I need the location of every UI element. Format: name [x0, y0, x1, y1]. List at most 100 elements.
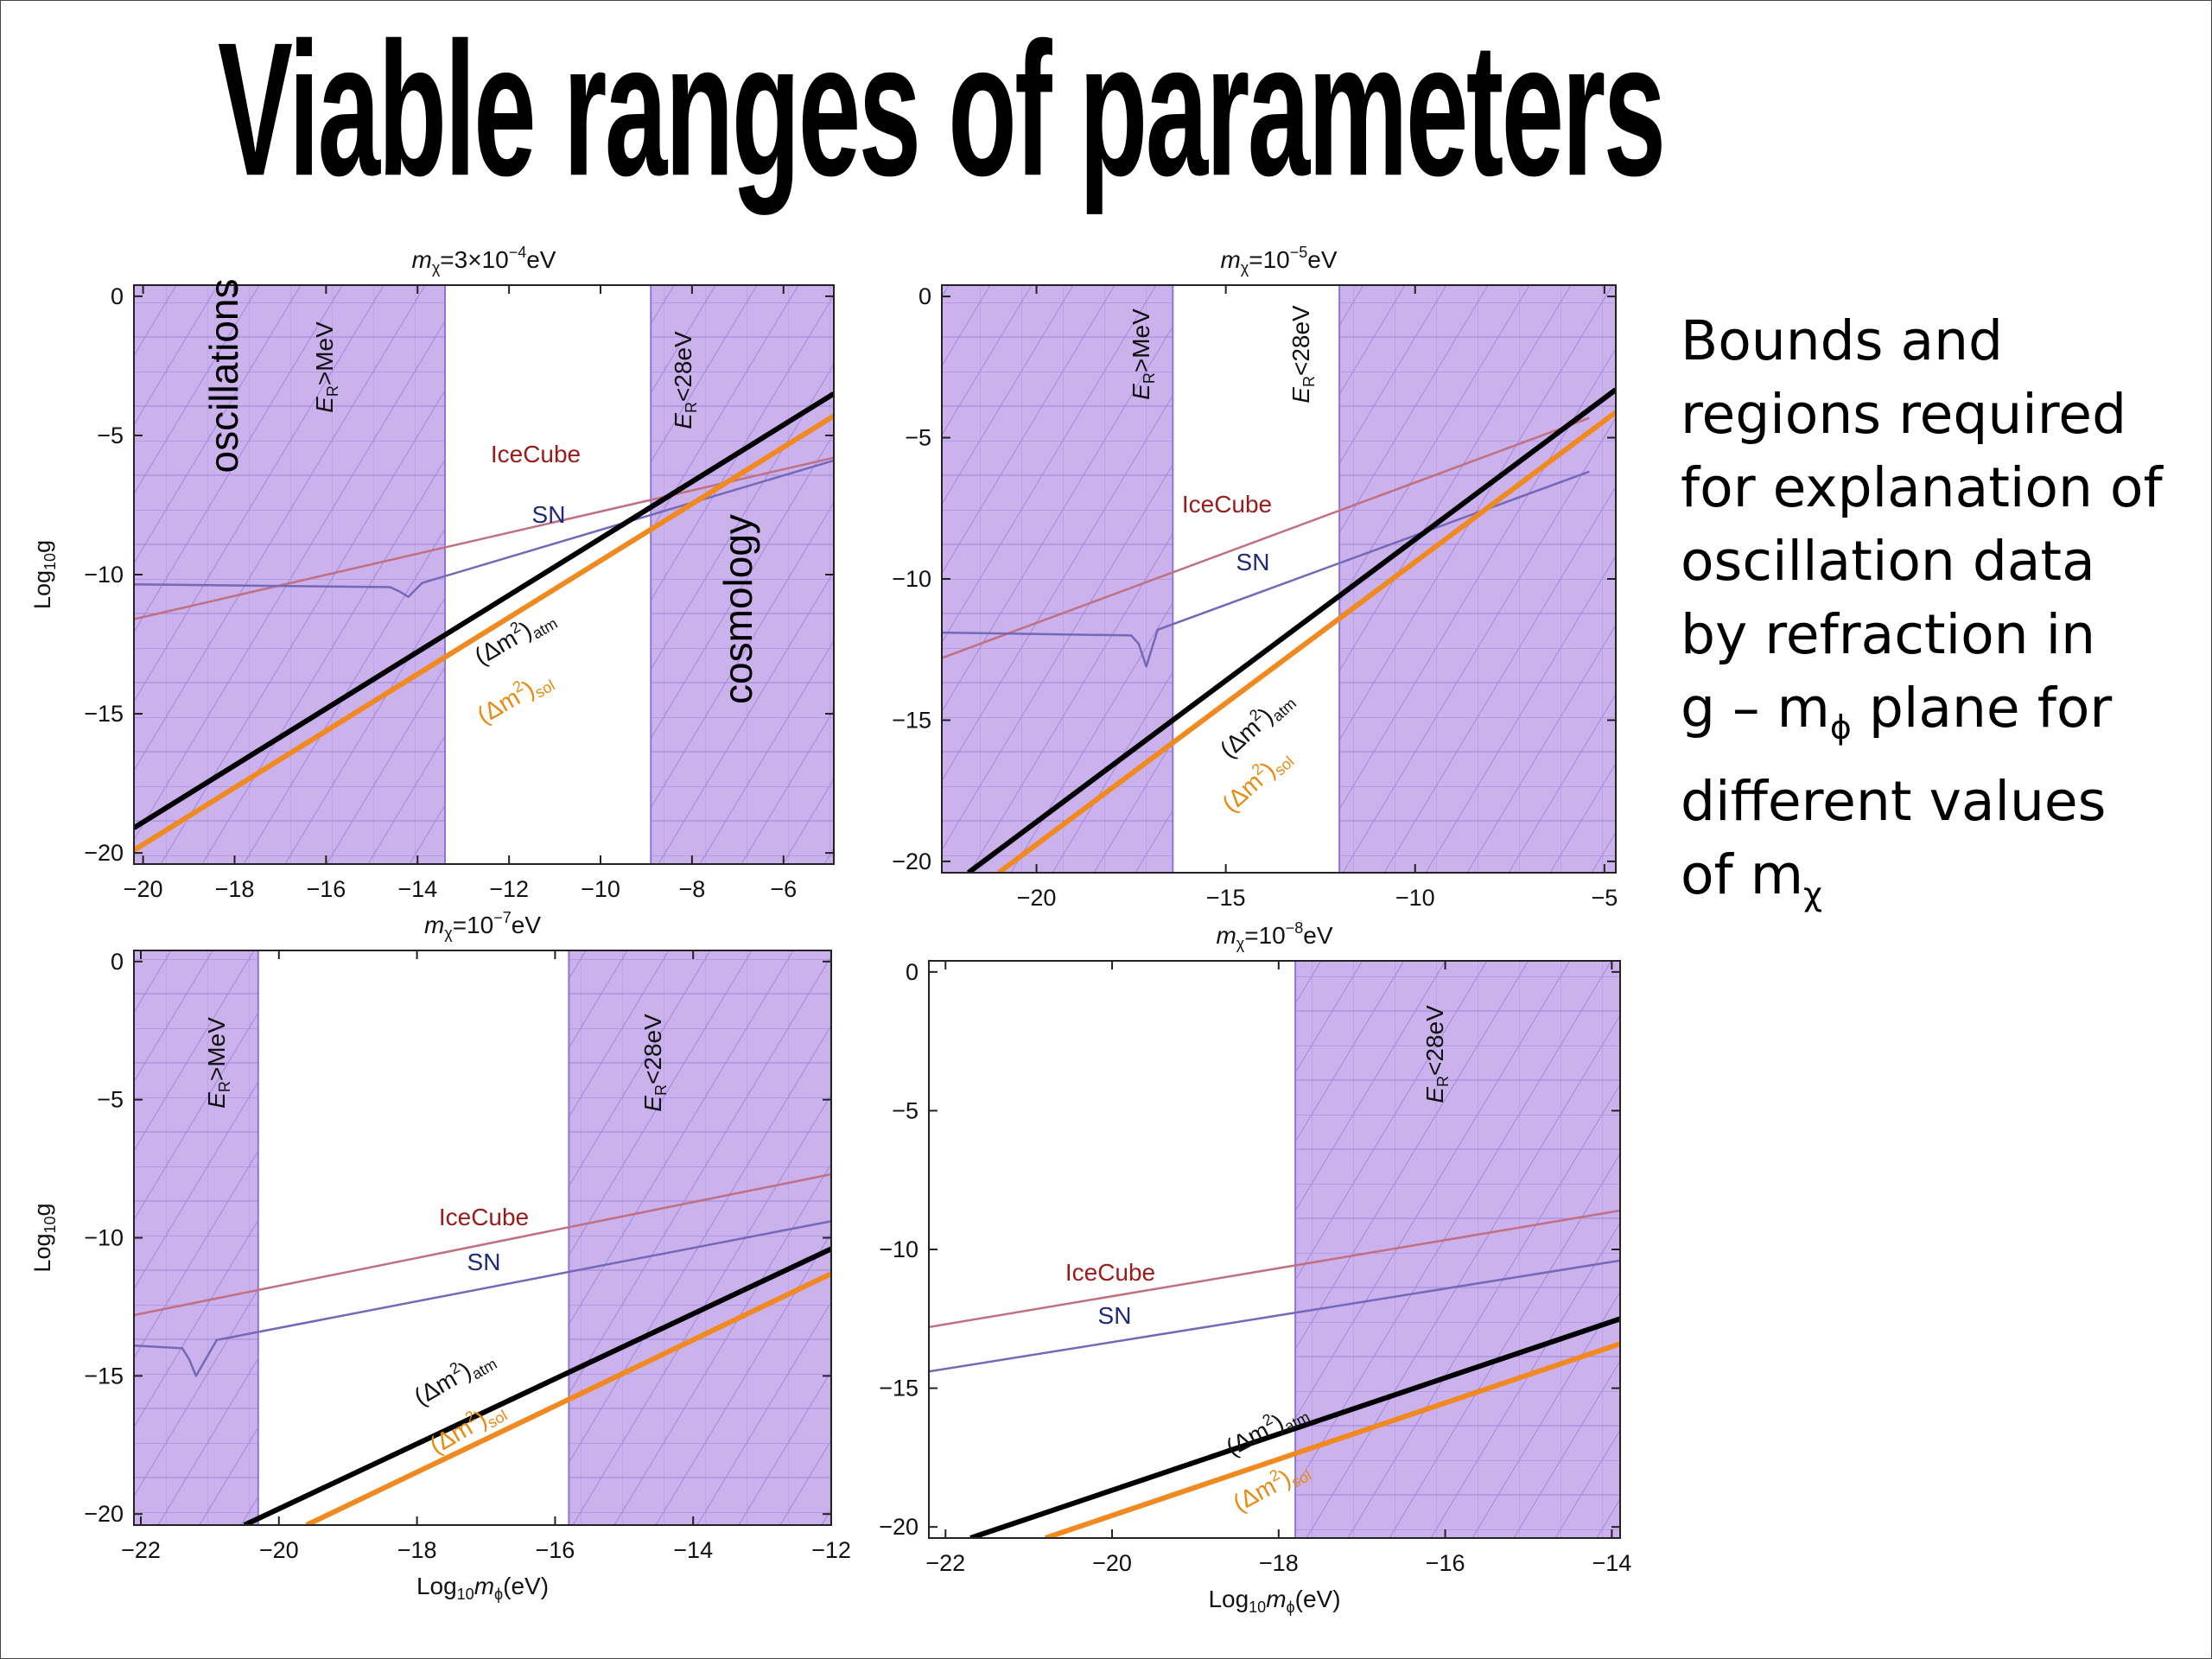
excluded-region — [942, 285, 1173, 873]
side-text-part: plane for — [1851, 677, 2113, 740]
title-var: m — [1220, 246, 1240, 273]
region-var: E — [203, 1092, 230, 1109]
y-tick-label: −15 — [892, 707, 931, 733]
low-energy-region-label: ER<28eV — [1421, 1005, 1452, 1103]
y-tick-label: −20 — [84, 840, 124, 866]
title-value: =3×10 — [440, 246, 508, 273]
high-energy-region-label: ER>MeV — [1128, 308, 1158, 400]
y-tick-label: −20 — [892, 849, 931, 874]
icecube-label: IceCube — [1065, 1259, 1155, 1286]
low-energy-region-label: ER<28eV — [670, 331, 700, 429]
xlabel-sub: 10 — [1249, 1599, 1266, 1616]
xlabel-unit: (eV) — [1295, 1586, 1341, 1612]
region-sub: R — [216, 1081, 233, 1092]
x-axis-label: Log10mϕ(eV) — [1208, 1586, 1340, 1616]
y-tick-label: 0 — [906, 959, 918, 985]
sn-label: SN — [1098, 1302, 1132, 1329]
ylabel-part: Log — [29, 1234, 55, 1273]
atm-label: (Δm2)atm — [1213, 683, 1300, 766]
title-sup: −4 — [509, 244, 527, 261]
icecube-line — [929, 1209, 1620, 1329]
side-text-sub: ϕ — [1829, 708, 1852, 747]
title-value: =10 — [1249, 246, 1290, 273]
excluded-region — [569, 950, 831, 1525]
region-op: >MeV — [311, 321, 338, 385]
sn-label: SN — [532, 501, 566, 528]
title-sub: χ — [1241, 259, 1249, 276]
title-sub: χ — [444, 925, 453, 942]
icecube-line — [942, 416, 1590, 659]
y-tick-label: −10 — [84, 1225, 124, 1251]
side-line: by refraction in — [1681, 603, 2096, 666]
icecube-label: IceCube — [1182, 491, 1272, 518]
xlabel-var: m — [1266, 1586, 1286, 1612]
x-tick-label: −10 — [581, 876, 620, 902]
ylabel-part: g — [29, 1203, 55, 1216]
xlabel-part: Log — [416, 1573, 457, 1599]
atm-label: (Δm2)atm — [408, 1342, 499, 1414]
plot-area — [942, 285, 1616, 873]
side-line: of mχ — [1681, 838, 2199, 931]
y-tick-label: −5 — [97, 423, 124, 448]
x-axis-label: Log10mϕ(eV) — [416, 1573, 549, 1603]
atm-line — [134, 391, 834, 830]
sn-label: SN — [1236, 549, 1270, 575]
low-energy-region-label: ER<28eV — [639, 1014, 670, 1112]
x-tick-label: −12 — [489, 876, 529, 902]
excluded-region — [1339, 285, 1616, 873]
y-tick-label: −15 — [84, 701, 124, 727]
region-var: E — [1128, 384, 1154, 400]
side-line: different values — [1681, 769, 2107, 833]
chart-title: mχ=10−5eV — [1220, 244, 1337, 276]
x-tick-label: −5 — [1591, 885, 1618, 911]
sn-line — [929, 1259, 1620, 1373]
x-tick-label: −12 — [811, 1537, 851, 1563]
region-sub: R — [324, 385, 341, 397]
title-unit: eV — [526, 246, 556, 273]
region-sub: R — [683, 402, 700, 413]
x-tick-label: −22 — [925, 1550, 965, 1576]
x-tick-label: −20 — [1017, 885, 1057, 911]
chart-title: mχ=10−8eV — [1216, 919, 1332, 952]
title-var: m — [1216, 922, 1236, 949]
title-var: m — [424, 912, 444, 938]
region-var: E — [1287, 387, 1314, 404]
y-tick-label: −20 — [84, 1501, 124, 1527]
xlabel-var: m — [474, 1573, 494, 1599]
title-unit: eV — [1303, 922, 1333, 949]
atm-line — [243, 1246, 831, 1525]
side-line: for explanation of — [1681, 456, 2163, 519]
chart-title: mχ=3×10−4eV — [412, 244, 556, 276]
sol-line — [134, 413, 834, 853]
excluded-region — [134, 285, 445, 864]
title-sup: −5 — [1290, 244, 1308, 261]
xlabel-var-sub: ϕ — [494, 1586, 503, 1603]
ylabel-part: g — [29, 540, 55, 553]
x-tick-label: −16 — [535, 1537, 575, 1563]
plot-area — [134, 950, 831, 1525]
x-tick-label: −15 — [1206, 885, 1246, 911]
y-tick-label: 0 — [111, 283, 124, 309]
sn-line — [134, 459, 834, 599]
title-sup: −7 — [493, 909, 512, 926]
x-tick-label: −14 — [1592, 1550, 1631, 1576]
x-tick-label: −18 — [1259, 1550, 1299, 1576]
title-unit: eV — [1307, 246, 1338, 273]
x-tick-label: −20 — [1092, 1550, 1132, 1576]
region-var: E — [670, 413, 696, 429]
side-text-sub: χ — [1803, 874, 1822, 913]
y-axis-label: Log10g — [29, 1203, 59, 1272]
side-description: Bounds and regions required for explanat… — [1681, 304, 2199, 931]
excluded-region — [651, 285, 834, 864]
ylabel-part: Log — [29, 570, 55, 609]
side-text-part: of m — [1681, 842, 1804, 906]
atm-line — [966, 387, 1616, 873]
x-tick-label: −14 — [673, 1537, 713, 1563]
y-axis-label: Log10g — [29, 540, 59, 609]
y-tick-label: −10 — [879, 1236, 918, 1262]
side-text-part: g – m — [1681, 677, 1830, 740]
x-tick-label: −20 — [259, 1537, 299, 1563]
icecube-line — [134, 1173, 831, 1317]
sn-label: SN — [467, 1249, 501, 1275]
side-line: g – mϕ plane for — [1681, 671, 2199, 765]
